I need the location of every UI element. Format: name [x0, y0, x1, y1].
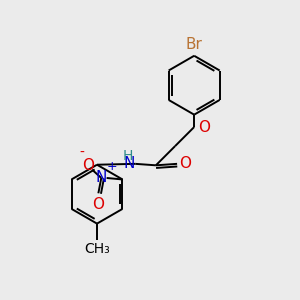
Text: O: O [198, 119, 210, 134]
Text: H: H [123, 149, 133, 164]
Text: O: O [82, 158, 94, 173]
Text: -: - [79, 146, 84, 160]
Text: O: O [179, 156, 191, 171]
Text: N: N [96, 170, 107, 185]
Text: +: + [106, 160, 117, 173]
Text: CH₃: CH₃ [84, 242, 110, 256]
Text: O: O [92, 197, 104, 212]
Text: N: N [124, 156, 135, 171]
Text: Br: Br [186, 37, 202, 52]
